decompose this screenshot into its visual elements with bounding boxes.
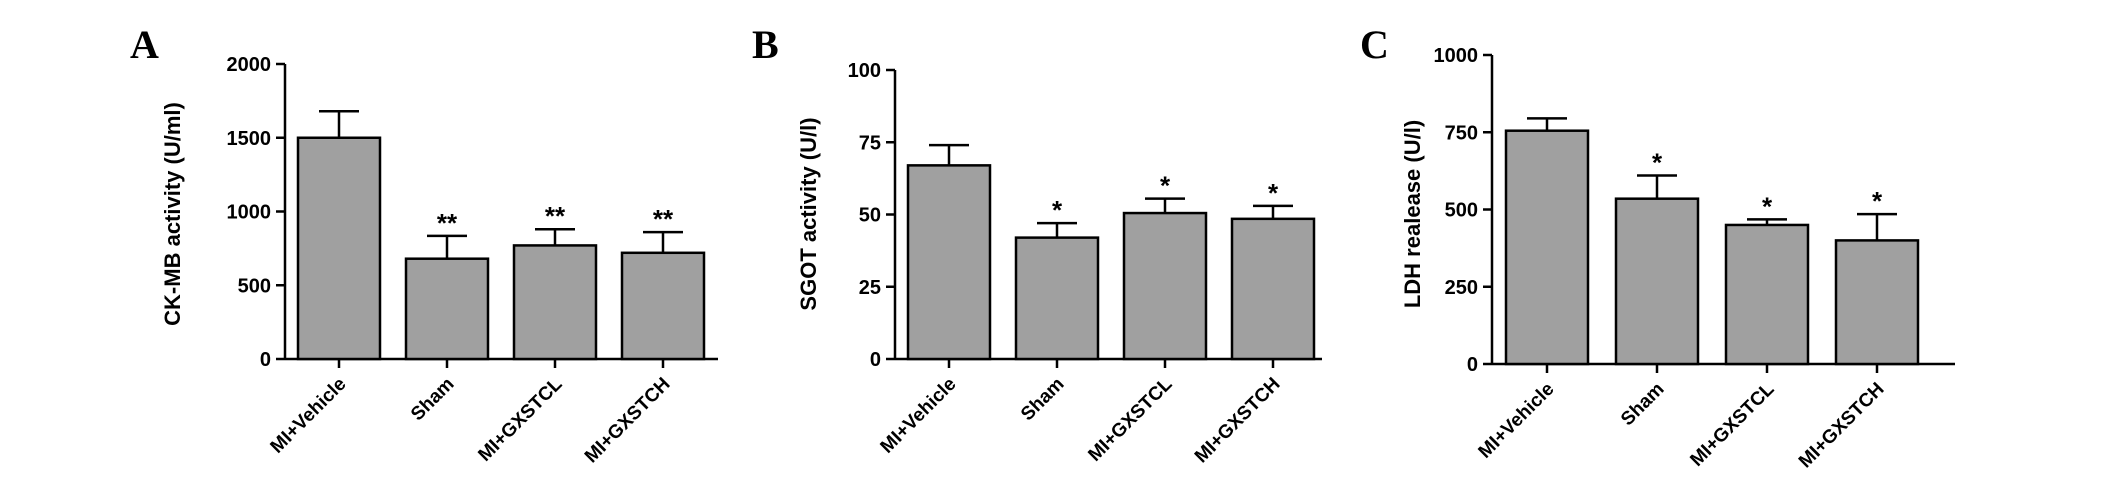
panel-c-plot: 0 250 500 750 1000 MI+Vehicle * Sham * MI+GXSTCL *… [1434, 45, 1955, 473]
panel-a-bar [404, 257, 490, 361]
panel-a-category-label: MI+GXSTCH [581, 374, 675, 468]
panel-c-significance-label: * [1872, 186, 1883, 216]
panel-c-bar [1504, 129, 1590, 366]
panel-a-significance-label: ** [437, 208, 458, 238]
panel-b-category-label: MI+GXSTCL [1084, 373, 1176, 465]
panel-a-letter: A [130, 22, 159, 67]
panel-a-bar [512, 244, 598, 361]
panel-c-y-tick-label: 500 [1445, 200, 1478, 222]
panel-c-ylabel: LDH realease (U/l) [1400, 120, 1425, 308]
panel-b: B SGOT activity (U/l) 0 25 50 75 100 MI+Vehic… [752, 22, 1322, 467]
panel-b-ylabel: SGOT activity (U/l) [796, 117, 821, 310]
panel-a-category-label: MI+GXSTCL [474, 373, 566, 465]
panel-b-y-tick-label: 100 [848, 60, 881, 82]
panel-b-bar [1014, 236, 1100, 361]
panel-c-y-tick-label: 1000 [1434, 45, 1479, 67]
panel-c: C LDH realease (U/l) 0 250 500 750 1000 MI+Ve… [1360, 22, 1955, 472]
panel-a-y-tick-label: 0 [260, 349, 271, 371]
panel-b-category-label: MI+GXSTCH [1191, 374, 1285, 468]
panel-b-significance-label: * [1268, 178, 1279, 208]
panel-a: A CK-MB activity (U/ml) 0 500 1000 1500 2000… [130, 22, 718, 467]
panel-c-bar [1614, 197, 1700, 366]
panel-c-y-tick-label: 750 [1445, 122, 1478, 144]
panel-b-y-tick-label: 50 [859, 205, 881, 227]
panel-a-ylabel: CK-MB activity (U/ml) [160, 102, 185, 326]
panel-c-bar [1834, 239, 1920, 366]
panel-b-letter: B [752, 22, 779, 67]
panel-b-significance-label: * [1052, 195, 1063, 225]
panel-c-category-label: MI+GXSTCH [1795, 379, 1889, 473]
panel-a-significance-label: ** [545, 201, 566, 231]
panel-a-category-label: Sham [407, 374, 458, 425]
panel-b-y-tick-label: 75 [859, 132, 881, 154]
panel-c-significance-label: * [1762, 191, 1773, 221]
panel-a-bar [620, 251, 706, 361]
panel-c-category-label: MI+Vehicle [1475, 379, 1559, 463]
panel-a-y-tick-label: 1000 [227, 202, 272, 224]
panel-b-bar [906, 164, 992, 361]
panel-a-plot: 0 500 1000 1500 2000 MI+Vehicle ** Sham ** MI+GXS… [227, 54, 718, 468]
panel-a-y-tick-label: 1500 [227, 128, 272, 150]
panel-c-bar [1724, 223, 1810, 366]
panel-b-significance-label: * [1160, 171, 1171, 201]
panel-a-y-tick-label: 2000 [227, 54, 272, 76]
panel-a-y-tick-label: 500 [238, 275, 271, 297]
panel-c-category-label: Sham [1617, 379, 1668, 430]
panel-c-y-tick-label: 0 [1467, 354, 1478, 376]
panel-b-y-tick-label: 0 [870, 349, 881, 371]
panel-a-category-label: MI+Vehicle [267, 374, 351, 458]
panel-b-bar [1122, 211, 1208, 361]
panel-c-letter: C [1360, 22, 1389, 67]
panel-b-category-label: Sham [1017, 374, 1068, 425]
panel-b-y-tick-label: 25 [859, 277, 881, 299]
panel-c-y-tick-label: 250 [1445, 277, 1478, 299]
panel-c-category-label: MI+GXSTCL [1686, 378, 1778, 470]
panel-a-significance-label: ** [653, 204, 674, 234]
panel-b-bar [1230, 217, 1316, 361]
panel-a-bar [296, 136, 382, 361]
panel-b-plot: 0 25 50 75 100 MI+Vehicle * Sham * MI+GXSTCL * MI+G… [848, 60, 1322, 467]
panel-b-category-label: MI+Vehicle [877, 374, 961, 458]
panel-c-significance-label: * [1652, 148, 1663, 178]
